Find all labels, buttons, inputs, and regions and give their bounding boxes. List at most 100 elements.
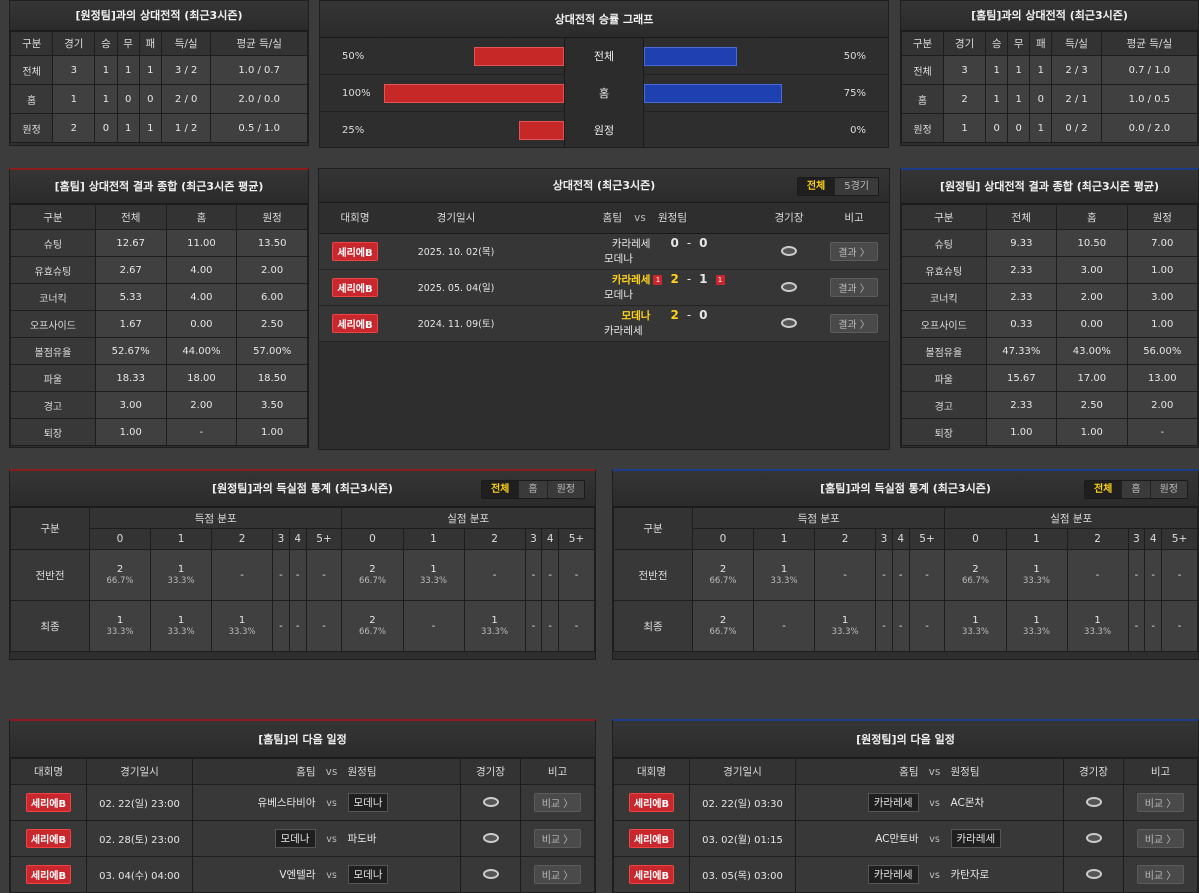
league-badge[interactable]: 세리에B — [25, 865, 72, 884]
home-team[interactable]: V엔텔라 — [279, 869, 316, 881]
away-team[interactable]: 파도바 — [347, 833, 377, 845]
stadium-cell — [460, 820, 521, 857]
compare-button[interactable]: 비교 〉 — [533, 865, 582, 884]
tab-five-games[interactable]: 5경기 — [834, 178, 878, 195]
table-cell: 1.00 — [94, 418, 167, 446]
league-badge[interactable]: 세리에B — [628, 865, 675, 884]
stadium-icon[interactable] — [1085, 869, 1102, 879]
table-cell: - — [908, 600, 946, 652]
stadium-icon[interactable] — [1085, 797, 1102, 807]
compare-button[interactable]: 비교 〉 — [533, 829, 582, 848]
table-row: 코너킥 2.33 2.00 3.00 — [901, 283, 1198, 311]
result-button[interactable]: 결과 〉 — [830, 277, 878, 297]
league-cell: 세리에B — [613, 856, 690, 892]
home-team[interactable]: 모데나 — [274, 829, 316, 848]
compare-button[interactable]: 비교 〉 — [1136, 829, 1185, 848]
stadium-icon[interactable] — [482, 833, 499, 843]
table-row: 오프사이드 1.67 0.00 2.50 — [10, 310, 308, 338]
league-badge[interactable]: 세리에B — [332, 313, 378, 333]
table-cell: 3 — [52, 55, 96, 85]
table-cell: 56.00% — [1126, 337, 1198, 365]
home-team[interactable]: 카라레세 — [867, 793, 919, 812]
away-team[interactable]: 모데나 — [347, 793, 389, 812]
note-cell: 비교 〉 — [1123, 784, 1198, 821]
column-header: 구분 — [901, 204, 987, 230]
league-badge[interactable]: 세리에B — [332, 277, 378, 297]
graph-row: 25% 원정 0% — [320, 112, 888, 147]
h2h-home-panel: [홈팀]과의 상대전적 (최근3시즌) 구분 경기 승 무 패 득/실 평균 득/실 전체 3 1… — [900, 0, 1199, 146]
league-badge[interactable]: 세리에B — [25, 793, 72, 812]
compare-button[interactable]: 비교 〉 — [533, 793, 582, 812]
result-button[interactable]: 결과 〉 — [830, 313, 878, 333]
tab-away[interactable]: 원정 — [546, 481, 584, 498]
home-team[interactable]: 카라레세 — [867, 865, 919, 884]
table-cell: 1 — [1007, 84, 1031, 114]
table-cell: - — [1127, 549, 1146, 601]
table-row: 세리에B 03. 04(수) 04:00 V엔텔라 vs 모데나 비교 〉 — [10, 856, 595, 892]
away-team[interactable]: 모데나 — [604, 253, 633, 265]
stadium-icon[interactable] — [482, 869, 499, 879]
tab-home[interactable]: 홈 — [518, 481, 547, 498]
tab-all[interactable]: 전체 — [797, 178, 835, 195]
column-header: 경기일시 — [391, 203, 521, 234]
matches-tabs: 전체 5경기 — [796, 177, 879, 196]
home-team-wrap: 유베스타비아 — [196, 795, 316, 810]
league-cell: 세리에B — [10, 784, 87, 821]
away-team[interactable]: 카탄자로 — [950, 869, 990, 881]
stadium-icon[interactable] — [781, 245, 797, 256]
bucket-header: 5+ — [1161, 528, 1198, 550]
table-cell: - — [1161, 600, 1198, 652]
vs-label: vs — [929, 870, 940, 881]
header-row: 대회명 경기일시 홈팀 vs 원정팀 경기장 비고 — [10, 758, 595, 785]
table-cell: 7.00 — [1126, 229, 1198, 257]
stadium-icon[interactable] — [482, 797, 499, 807]
table-cell: 0 — [1007, 113, 1031, 143]
stadium-icon[interactable] — [781, 317, 797, 328]
away-team[interactable]: 카라레세 — [950, 829, 1002, 848]
panel-title: 상대전적 승률 그래프 — [320, 1, 888, 38]
table-cell: 2 — [52, 113, 96, 143]
note-cell: 비교 〉 — [520, 820, 595, 857]
table-cell: - — [1161, 549, 1198, 601]
header-row: 구분 전체 홈 원정 — [901, 204, 1198, 230]
result-button[interactable]: 결과 〉 — [830, 241, 878, 261]
column-header: 무 — [1007, 31, 1031, 56]
tab-all[interactable]: 전체 — [481, 481, 519, 498]
column-header: 홈팀 vs 원정팀 — [795, 758, 1064, 785]
table-cell: 1.00 — [985, 418, 1058, 446]
home-team[interactable]: 모데나 — [621, 310, 651, 322]
home-team[interactable]: 카라레세 — [611, 238, 651, 250]
home-team[interactable]: 카라레세 — [611, 274, 651, 286]
table-cell: 0.00 — [1056, 310, 1128, 338]
compare-button[interactable]: 비교 〉 — [1136, 865, 1185, 884]
home-header: 홈팀 — [296, 766, 316, 778]
date-cell: 03. 05(목) 03:00 — [689, 856, 796, 892]
league-cell: 세리에B — [319, 305, 391, 342]
compare-button[interactable]: 비교 〉 — [1136, 793, 1185, 812]
league-badge[interactable]: 세리에B — [25, 829, 72, 848]
table-cell: 2.50 — [1056, 391, 1128, 419]
away-team[interactable]: 모데나 — [347, 865, 389, 884]
tab-away[interactable]: 원정 — [1149, 481, 1187, 498]
table-cell: - — [305, 600, 343, 652]
league-badge[interactable]: 세리에B — [628, 793, 675, 812]
away-team[interactable]: 모데나 — [604, 289, 633, 301]
league-badge[interactable]: 세리에B — [628, 829, 675, 848]
table-cell: 9.33 — [985, 229, 1058, 257]
home-team[interactable]: 유베스타비아 — [257, 797, 316, 809]
vs-label: vs — [929, 798, 940, 809]
away-team[interactable]: 카라레세 — [604, 325, 643, 337]
table-cell: - — [541, 549, 560, 601]
red-card-icon: 1 — [653, 275, 663, 285]
home-team[interactable]: AC만토바 — [875, 833, 919, 845]
table-row: 파울 18.33 18.00 18.50 — [10, 364, 308, 392]
column-header: 구분 — [10, 507, 90, 550]
panel-title: [원정팀]과의 득실점 통계 (최근3시즌) 전체 홈 원정 — [10, 471, 595, 507]
away-team[interactable]: AC몬차 — [950, 797, 985, 809]
stadium-icon[interactable] — [781, 281, 797, 292]
league-badge[interactable]: 세리에B — [332, 241, 378, 261]
stadium-icon[interactable] — [1085, 833, 1102, 843]
tab-home[interactable]: 홈 — [1121, 481, 1150, 498]
tab-all[interactable]: 전체 — [1084, 481, 1122, 498]
winrate-graph-panel: 상대전적 승률 그래프 50% 전체 50% 100% 홈 75% 25% 원정 0% — [319, 0, 889, 148]
